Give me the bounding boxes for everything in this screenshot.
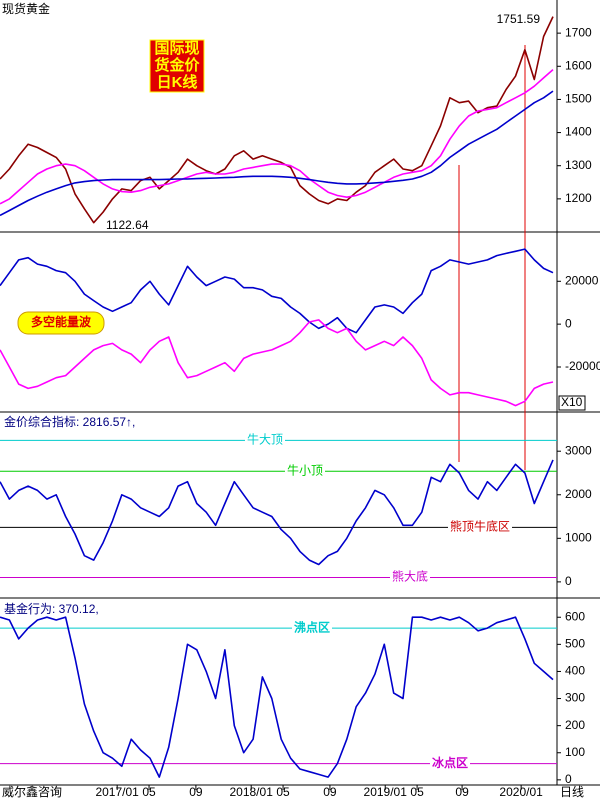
high-label: 1751.59 xyxy=(497,12,541,26)
source-label: 威尔鑫咨询 xyxy=(2,784,62,799)
badge-box xyxy=(149,39,205,93)
badge-text: 多空能量波 xyxy=(31,314,92,329)
x-tick-label: 2019/01 xyxy=(364,785,408,799)
y-tick-label: 20000 xyxy=(565,273,599,287)
y-tick-label: 1500 xyxy=(565,92,592,106)
badge-box xyxy=(17,311,105,335)
series-line xyxy=(0,319,554,407)
reference-label: 熊顶牛底区 xyxy=(450,519,510,534)
reference-label-bg xyxy=(447,520,513,535)
y-tick-label: 200 xyxy=(565,718,585,732)
badge-text: 货金价 xyxy=(154,56,200,74)
series-line xyxy=(0,69,554,205)
y-tick-label: 500 xyxy=(565,637,585,651)
reference-label-bg xyxy=(429,756,471,771)
panel-title: 现货黄金 xyxy=(2,1,50,16)
x-tick-label: 05 xyxy=(276,785,290,799)
x-tick-label: 2018/01 xyxy=(229,785,273,799)
x-tick-label: 05 xyxy=(410,785,424,799)
series-line xyxy=(0,90,554,217)
badge-text: 日K线 xyxy=(157,73,198,91)
y-tick-label: 1200 xyxy=(565,191,592,205)
low-label: 1122.64 xyxy=(106,218,149,232)
reference-label: 牛小顶 xyxy=(287,462,323,477)
series-line xyxy=(0,616,554,778)
reference-label-bg xyxy=(284,464,326,479)
y-tick-label: 1400 xyxy=(565,125,592,139)
y-tick-label: 0 xyxy=(565,574,572,588)
scale-box xyxy=(558,395,586,411)
scale-note: X10 xyxy=(561,395,583,409)
y-tick-label: 100 xyxy=(565,745,585,759)
panel-title: 基金行为: 370.12, xyxy=(4,601,99,616)
reference-label: 牛大顶 xyxy=(247,431,283,446)
y-tick-label: 0 xyxy=(565,316,572,330)
panel-title: 金价综合指标: 2816.57↑, xyxy=(4,414,135,429)
reference-label-bg xyxy=(389,570,431,585)
series-line xyxy=(0,16,554,224)
y-tick-label: 1000 xyxy=(565,530,592,544)
period-label: 日线 xyxy=(560,785,584,799)
x-tick-label: 09 xyxy=(323,785,337,799)
series-line xyxy=(0,459,554,566)
badge-text: 国际现 xyxy=(154,40,199,57)
series-line xyxy=(0,248,554,334)
x-tick-label: 09 xyxy=(455,785,469,799)
reference-label-bg xyxy=(244,433,286,448)
x-tick-label: 05 xyxy=(142,785,156,799)
x-tick-label: 2017/01 xyxy=(95,785,139,799)
y-tick-label: -20000 xyxy=(565,359,600,373)
y-tick-label: 1300 xyxy=(565,158,592,172)
y-tick-label: 400 xyxy=(565,664,585,678)
y-tick-label: 600 xyxy=(565,609,585,623)
x-tick-label: 09 xyxy=(189,785,203,799)
y-tick-label: 2000 xyxy=(565,487,592,501)
reference-label: 沸点区 xyxy=(294,619,330,634)
x-tick-label: 2020/01 xyxy=(499,785,543,799)
y-tick-label: 300 xyxy=(565,691,585,705)
reference-label: 冰点区 xyxy=(432,755,468,770)
y-tick-label: 3000 xyxy=(565,443,592,457)
reference-label: 熊大底 xyxy=(392,569,428,584)
y-tick-label: 0 xyxy=(565,772,572,786)
y-tick-label: 1600 xyxy=(565,58,592,72)
y-tick-label: 1700 xyxy=(565,25,592,39)
reference-label-bg xyxy=(291,621,333,636)
